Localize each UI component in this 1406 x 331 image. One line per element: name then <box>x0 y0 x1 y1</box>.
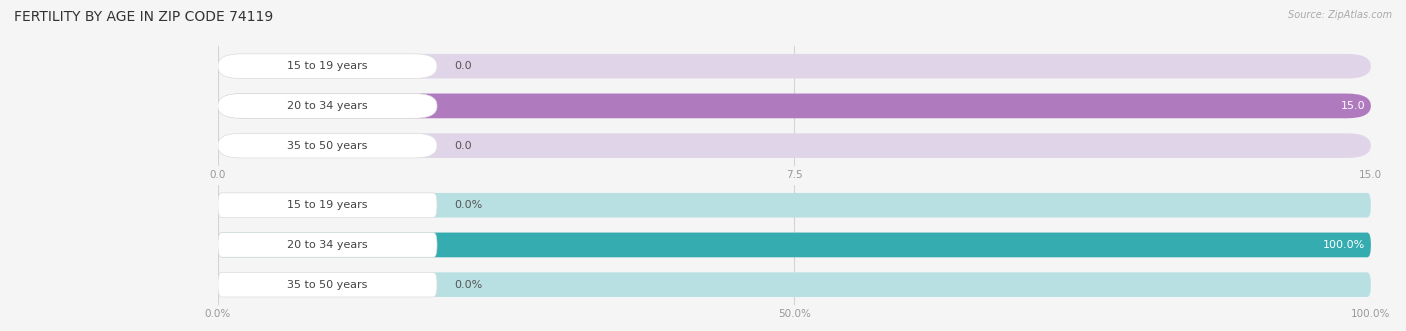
FancyBboxPatch shape <box>218 193 437 217</box>
Text: 0.0%: 0.0% <box>454 280 482 290</box>
FancyBboxPatch shape <box>218 133 1371 158</box>
FancyBboxPatch shape <box>218 272 437 297</box>
FancyBboxPatch shape <box>218 94 437 118</box>
FancyBboxPatch shape <box>218 54 437 78</box>
Text: 15 to 19 years: 15 to 19 years <box>287 200 368 210</box>
Text: 15 to 19 years: 15 to 19 years <box>287 61 368 71</box>
FancyBboxPatch shape <box>218 233 1371 257</box>
FancyBboxPatch shape <box>218 94 1371 118</box>
FancyBboxPatch shape <box>218 233 1371 257</box>
FancyBboxPatch shape <box>218 94 1371 118</box>
Text: 35 to 50 years: 35 to 50 years <box>287 141 367 151</box>
Text: 100.0%: 100.0% <box>1323 240 1365 250</box>
FancyBboxPatch shape <box>218 233 437 257</box>
Text: FERTILITY BY AGE IN ZIP CODE 74119: FERTILITY BY AGE IN ZIP CODE 74119 <box>14 10 273 24</box>
Text: 20 to 34 years: 20 to 34 years <box>287 240 368 250</box>
Text: 20 to 34 years: 20 to 34 years <box>287 101 368 111</box>
Text: 15.0: 15.0 <box>1340 101 1365 111</box>
FancyBboxPatch shape <box>218 272 1371 297</box>
Text: Source: ZipAtlas.com: Source: ZipAtlas.com <box>1288 10 1392 20</box>
Text: 0.0%: 0.0% <box>454 200 482 210</box>
Text: 35 to 50 years: 35 to 50 years <box>287 280 367 290</box>
Text: 0.0: 0.0 <box>454 61 472 71</box>
FancyBboxPatch shape <box>218 54 1371 78</box>
Text: 0.0: 0.0 <box>454 141 472 151</box>
FancyBboxPatch shape <box>218 193 1371 217</box>
FancyBboxPatch shape <box>218 133 437 158</box>
